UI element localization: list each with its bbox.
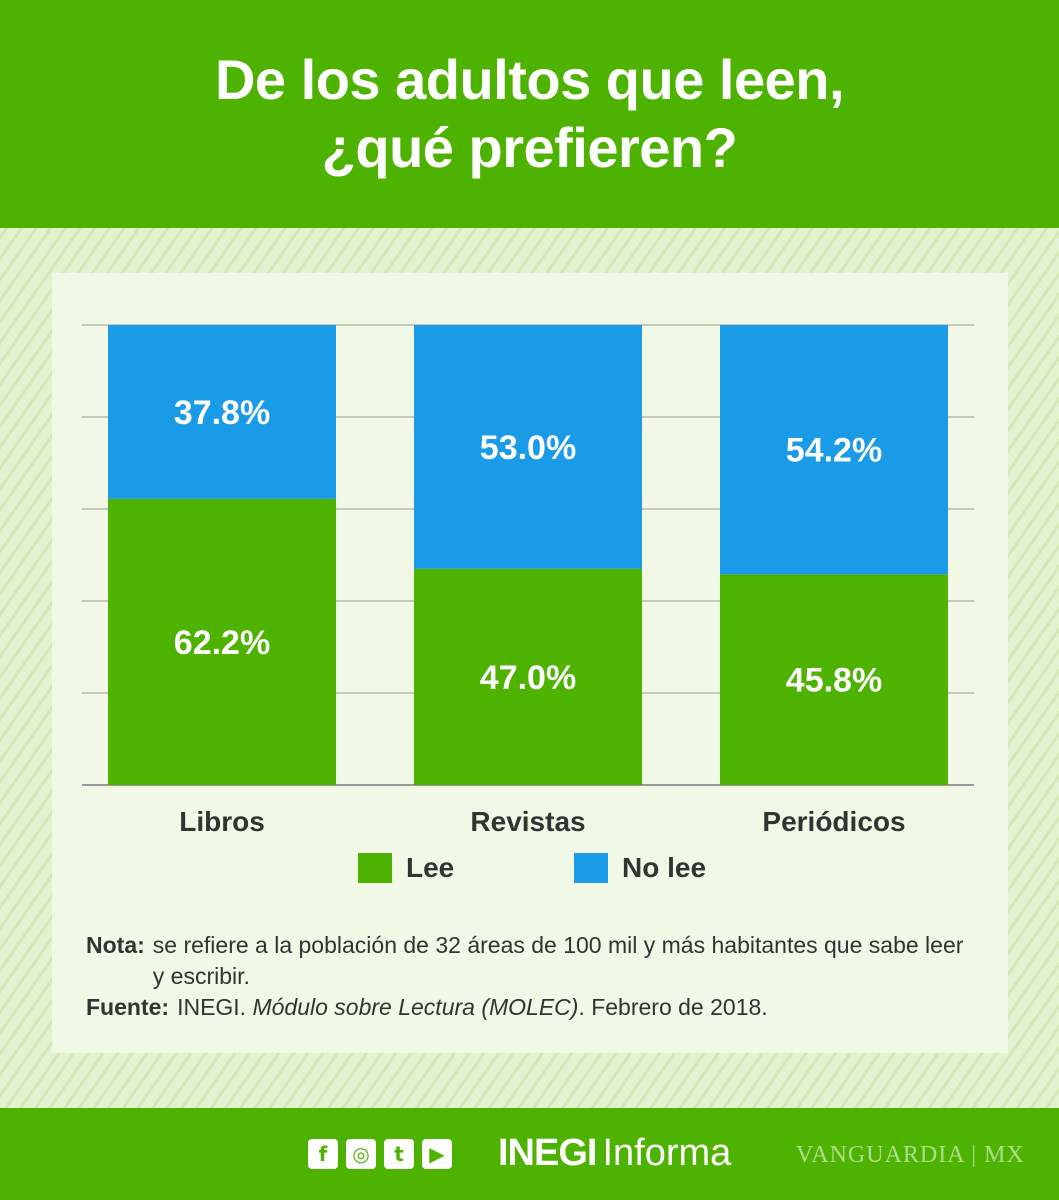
fuente-row: Fuente: INEGI. Módulo sobre Lectura (MOL…: [86, 992, 966, 1023]
stacked-bar-chart: 62.2% 37.8% Libros 47.0% 53.0% Revistas 45.8% 5…: [82, 324, 974, 837]
legend-item-lee: Lee: [358, 852, 454, 884]
nota-row: Nota: se refiere a la población de 32 ár…: [86, 930, 966, 992]
chart-legend: Lee No lee: [0, 852, 1059, 902]
youtube-icon[interactable]: ▶: [422, 1139, 452, 1169]
facebook-icon[interactable]: f: [308, 1139, 338, 1169]
legend-swatch-lee: [358, 853, 392, 883]
vanguardia-watermark: VANGUARDIA | MX: [796, 1142, 1025, 1168]
header-banner: De los adultos que leen, ¿qué prefieren?: [0, 0, 1059, 228]
data-label: 37.8%: [174, 394, 270, 432]
category-label: Periódicos: [762, 806, 905, 837]
watermark-suffix: MX: [984, 1142, 1025, 1168]
fuente-text: INEGI. Módulo sobre Lectura (MOLEC). Feb…: [177, 992, 966, 1023]
social-links: f ◎ t ▶: [308, 1139, 452, 1169]
legend-label-no-lee: No lee: [622, 852, 707, 883]
bar-lee: [414, 568, 642, 785]
page-title: De los adultos que leen, ¿qué prefieren?: [214, 48, 845, 179]
brand-inegi: INEGI: [498, 1132, 597, 1174]
footer-bar: [0, 1108, 1059, 1200]
data-label: 54.2%: [786, 432, 882, 470]
bar-no-lee: [720, 325, 948, 575]
nota-text: se refiere a la población de 32 áreas de…: [152, 932, 964, 989]
data-label: 47.0%: [480, 659, 576, 697]
legend-label-lee: Lee: [406, 852, 455, 883]
category-label: Revistas: [470, 806, 585, 837]
data-label: 53.0%: [480, 429, 576, 467]
brand-informa: Informa: [602, 1132, 732, 1174]
fuente-date: . Febrero de 2018.: [578, 994, 768, 1020]
fuente-label: Fuente:: [86, 994, 170, 1020]
nota-label: Nota:: [86, 932, 145, 958]
data-label: 62.2%: [174, 624, 270, 662]
bar-lee: [108, 498, 336, 785]
inegi-logo: INEGI Informa: [498, 1132, 731, 1175]
chart-notes: Nota: se refiere a la población de 32 ár…: [86, 930, 966, 1023]
legend-item-no-lee: No lee: [574, 852, 706, 884]
bar-no-lee: [414, 325, 642, 569]
fuente-title: Módulo sobre Lectura (MOLEC): [252, 994, 579, 1020]
twitter-icon[interactable]: t: [384, 1139, 414, 1169]
bar-lee: [720, 574, 948, 785]
category-label: Libros: [179, 806, 265, 837]
data-label: 45.8%: [786, 662, 882, 700]
fuente-org: INEGI.: [177, 994, 247, 1020]
bar-no-lee: [108, 325, 336, 499]
watermark-text: VANGUARDIA: [796, 1142, 965, 1168]
instagram-icon[interactable]: ◎: [346, 1139, 376, 1169]
legend-swatch-no-lee: [574, 853, 608, 883]
